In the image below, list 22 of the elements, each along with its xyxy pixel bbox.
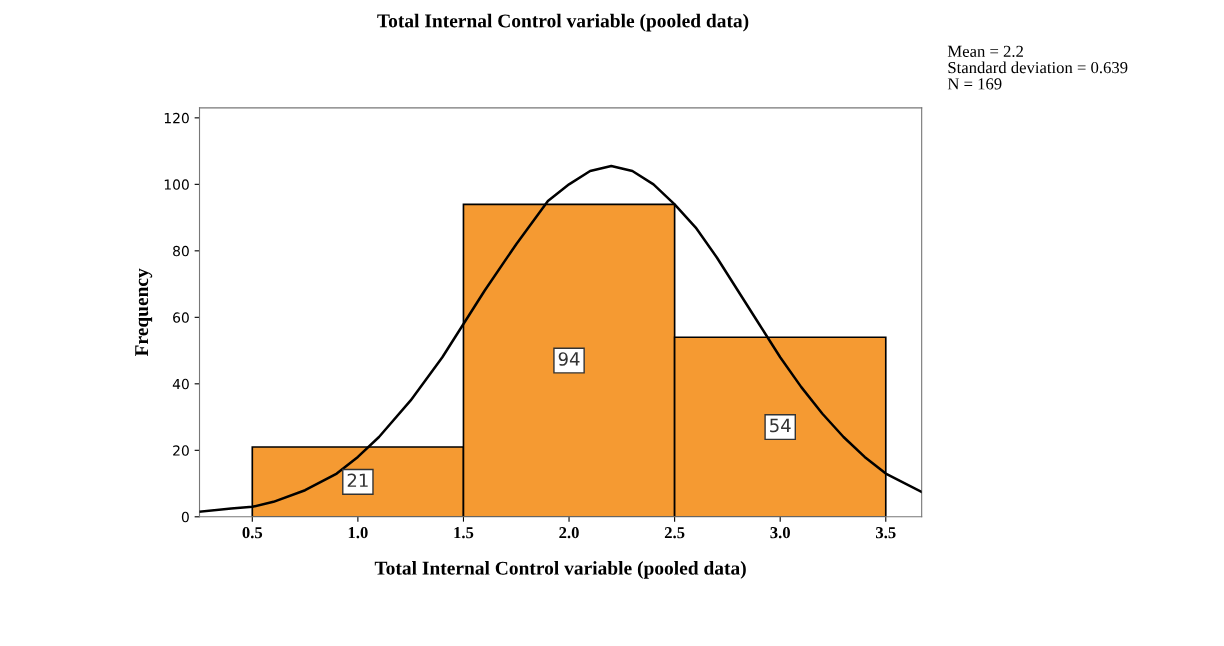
data-label: 94 bbox=[558, 352, 580, 366]
data-label: 21 bbox=[347, 473, 368, 487]
y-tick-label: 40 bbox=[172, 378, 189, 390]
x-axis-title: Total Internal Control variable (pooled data) bbox=[374, 561, 746, 579]
text: Mean = 2.2 Standard deviation = 0.639 N = 169 bbox=[947, 45, 1128, 90]
data-label: 54 bbox=[770, 418, 791, 433]
y-tick-label: 100 bbox=[164, 179, 189, 190]
x-tick-label: 0.5 bbox=[242, 527, 263, 539]
x-tick-label: 3.0 bbox=[770, 527, 790, 539]
y-tick-label: 80 bbox=[173, 245, 189, 257]
y-tick-label: 0 bbox=[181, 511, 189, 523]
chart-title: Total Internal Control variable (pooled data) bbox=[377, 13, 749, 32]
x-tick-label: 3.5 bbox=[875, 527, 896, 539]
x-tick-label: 1.5 bbox=[454, 527, 474, 539]
y-tick-label: 120 bbox=[164, 112, 189, 124]
y-tick-label: 60 bbox=[173, 312, 189, 323]
y-axis-title: Frequency bbox=[135, 268, 153, 357]
x-tick-label: 1.0 bbox=[348, 527, 368, 539]
x-tick-label: 2.0 bbox=[559, 527, 579, 539]
y-tick-label: 20 bbox=[173, 445, 189, 456]
line-series bbox=[199, 164, 922, 514]
x-tick-label: 2.5 bbox=[664, 527, 685, 539]
